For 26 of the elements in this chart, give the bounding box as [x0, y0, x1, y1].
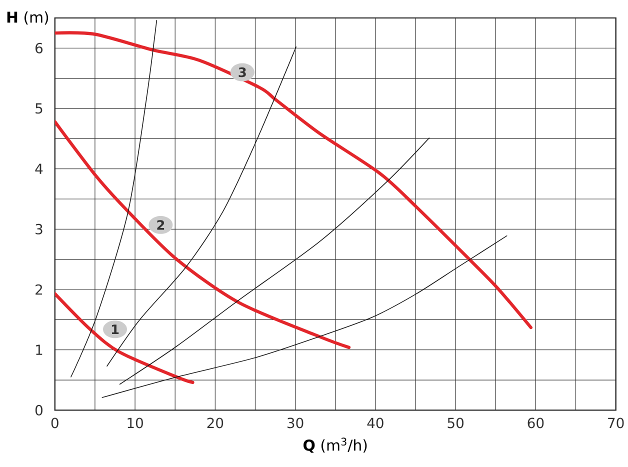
- y-tick-label: 1: [36, 344, 42, 355]
- line-series: [54, 120, 351, 349]
- y-axis-title: H (m): [7, 11, 48, 25]
- x-tick-label: 60: [528, 418, 544, 428]
- line-series: [119, 138, 430, 385]
- x-tick-label: 40: [367, 418, 384, 428]
- x-tick-label: 50: [448, 418, 464, 428]
- x-tick-label: 20: [207, 418, 224, 428]
- line-series: [54, 292, 194, 384]
- x-tick-label: 30: [288, 418, 304, 428]
- annotation: 2: [157, 220, 164, 230]
- x-tick-label: 10: [128, 418, 143, 428]
- x-tick-label: 70: [608, 418, 624, 428]
- annotation: 1: [112, 324, 119, 334]
- y-tick-label: 2: [36, 284, 42, 295]
- x-tick-label: 0: [51, 418, 58, 428]
- line-series: [102, 235, 508, 398]
- x-axis-title: Q (m$^{3}$/h): [304, 438, 367, 453]
- annotation: 3: [238, 67, 246, 78]
- y-tick-label: 3: [36, 224, 42, 234]
- y-tick-label: 6: [36, 42, 43, 54]
- y-tick-label: 4: [35, 164, 43, 174]
- line-series: [106, 46, 296, 366]
- line-series: [70, 20, 158, 378]
- y-tick-label: 0: [35, 404, 42, 416]
- y-tick-label: 5: [36, 103, 42, 114]
